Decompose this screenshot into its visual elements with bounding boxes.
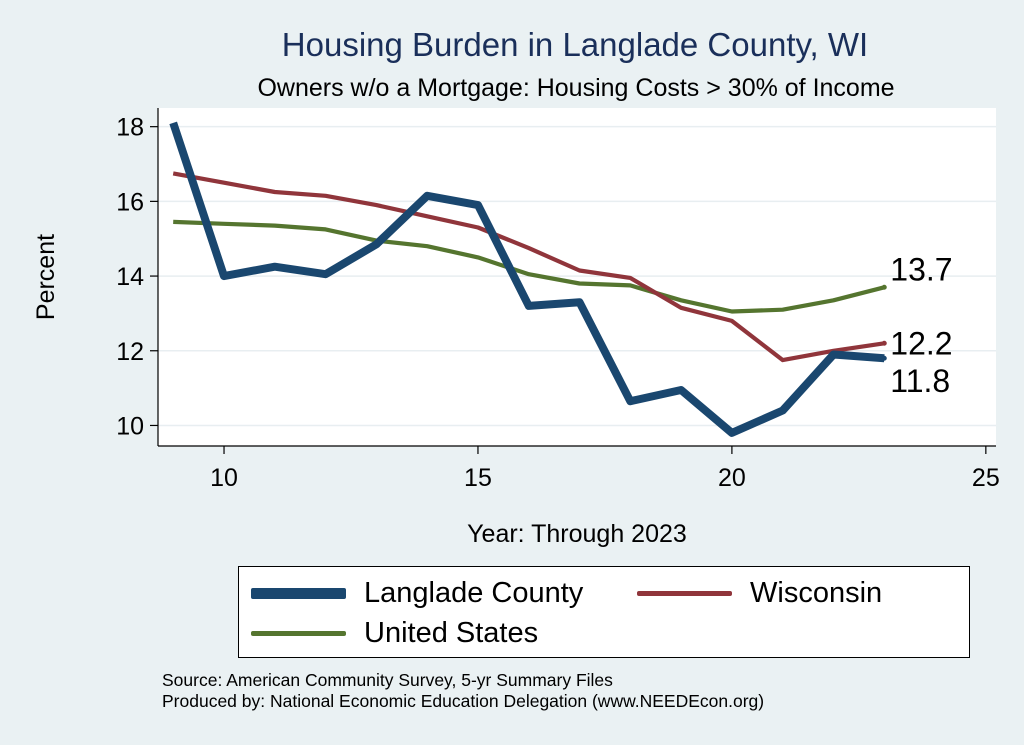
tick-label-x-10: 10: [210, 464, 238, 492]
y-axis-title: Percent: [32, 234, 60, 320]
legend-label-langlade: Langlade County: [364, 577, 584, 609]
source-line-2: Produced by: National Economic Education…: [162, 691, 765, 711]
tick-label-x-20: 20: [718, 464, 746, 492]
x-axis-title: Year: Through 2023: [467, 520, 687, 548]
legend-swatch-langlade: [251, 588, 346, 599]
legend-item-united-states: United States: [251, 617, 538, 650]
tick-label-x-15: 15: [464, 464, 492, 492]
tick-label-y-12: 12: [116, 338, 144, 366]
end-label-united-states: 13.7: [890, 251, 952, 287]
series-line-united-states: [173, 219, 885, 314]
end-label-wisconsin: 12.2: [890, 325, 952, 361]
legend: Langlade County Wisconsin United States: [238, 566, 970, 658]
source-line-1: Source: American Community Survey, 5-yr …: [162, 670, 613, 690]
legend-swatch-united-states: [251, 631, 346, 636]
series-endpoint-united-states: [881, 284, 887, 290]
legend-item-langlade: Langlade County: [251, 577, 583, 610]
end-label-langlade-county: 11.8: [890, 363, 950, 399]
series-endpoint-wisconsin: [881, 340, 887, 346]
tick-label-y-14: 14: [116, 263, 144, 291]
chart-title: Housing Burden in Langlade County, WI: [281, 26, 869, 63]
tick-label-y-18: 18: [116, 114, 144, 142]
legend-label-united-states: United States: [364, 617, 539, 649]
series-line-langlade-county: [169, 121, 885, 437]
chart-subtitle: Owners w/o a Mortgage: Housing Costs > 3…: [257, 74, 895, 102]
source-note: Source: American Community Survey, 5-yr …: [162, 670, 764, 712]
legend-swatch-wisconsin: [637, 591, 732, 596]
legend-label-wisconsin: Wisconsin: [750, 577, 883, 609]
series-endpoint-langlade-county: [881, 355, 887, 361]
legend-item-wisconsin: Wisconsin: [637, 577, 882, 610]
series-line-wisconsin: [172, 171, 885, 363]
tick-label-y-16: 16: [116, 188, 144, 216]
tick-label-x-25: 25: [972, 464, 1000, 492]
plot-area: [158, 108, 996, 446]
tick-label-y-10: 10: [116, 412, 144, 440]
